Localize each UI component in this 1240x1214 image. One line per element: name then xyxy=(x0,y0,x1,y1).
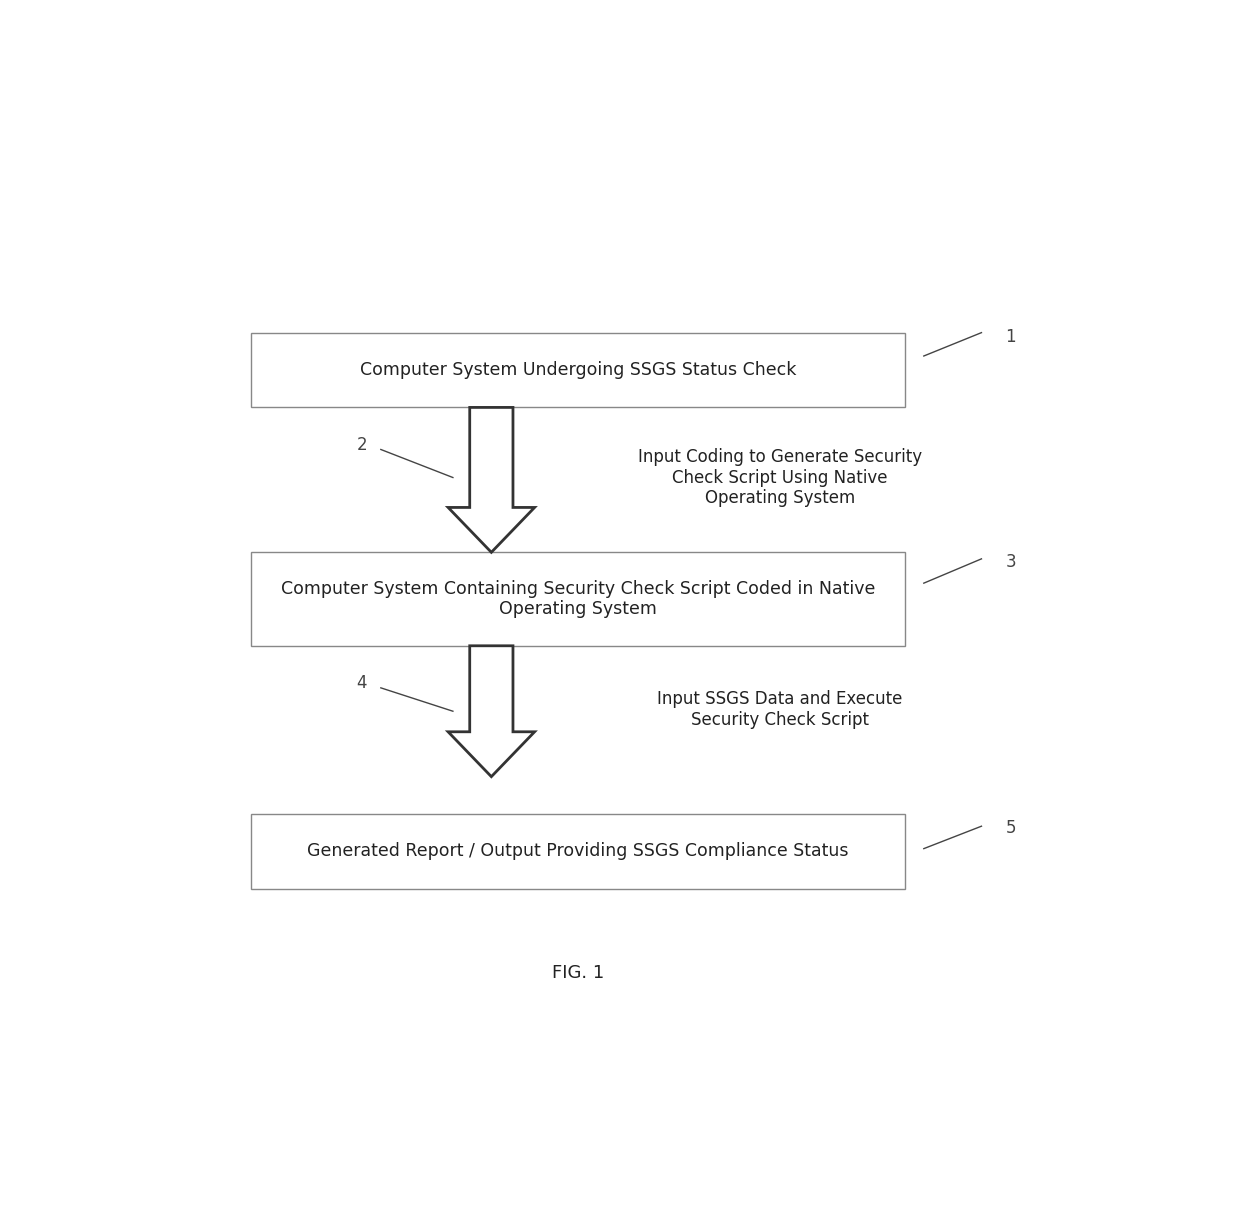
Text: Computer System Undergoing SSGS Status Check: Computer System Undergoing SSGS Status C… xyxy=(360,361,796,379)
Polygon shape xyxy=(448,646,534,777)
Text: 2: 2 xyxy=(356,436,367,454)
Text: FIG. 1: FIG. 1 xyxy=(552,964,604,982)
Text: Input SSGS Data and Execute
Security Check Script: Input SSGS Data and Execute Security Che… xyxy=(657,690,903,728)
Text: 4: 4 xyxy=(356,674,367,692)
Polygon shape xyxy=(448,408,534,552)
Bar xyxy=(250,552,904,646)
Bar xyxy=(250,815,904,889)
Bar xyxy=(250,333,904,408)
Text: 3: 3 xyxy=(1006,552,1016,571)
Text: Generated Report / Output Providing SSGS Compliance Status: Generated Report / Output Providing SSGS… xyxy=(308,843,848,861)
Text: 5: 5 xyxy=(1006,819,1016,838)
Text: 1: 1 xyxy=(1006,328,1016,346)
Text: Computer System Containing Security Check Script Coded in Native
Operating Syste: Computer System Containing Security Chec… xyxy=(280,579,875,618)
Text: Input Coding to Generate Security
Check Script Using Native
Operating System: Input Coding to Generate Security Check … xyxy=(637,448,921,507)
